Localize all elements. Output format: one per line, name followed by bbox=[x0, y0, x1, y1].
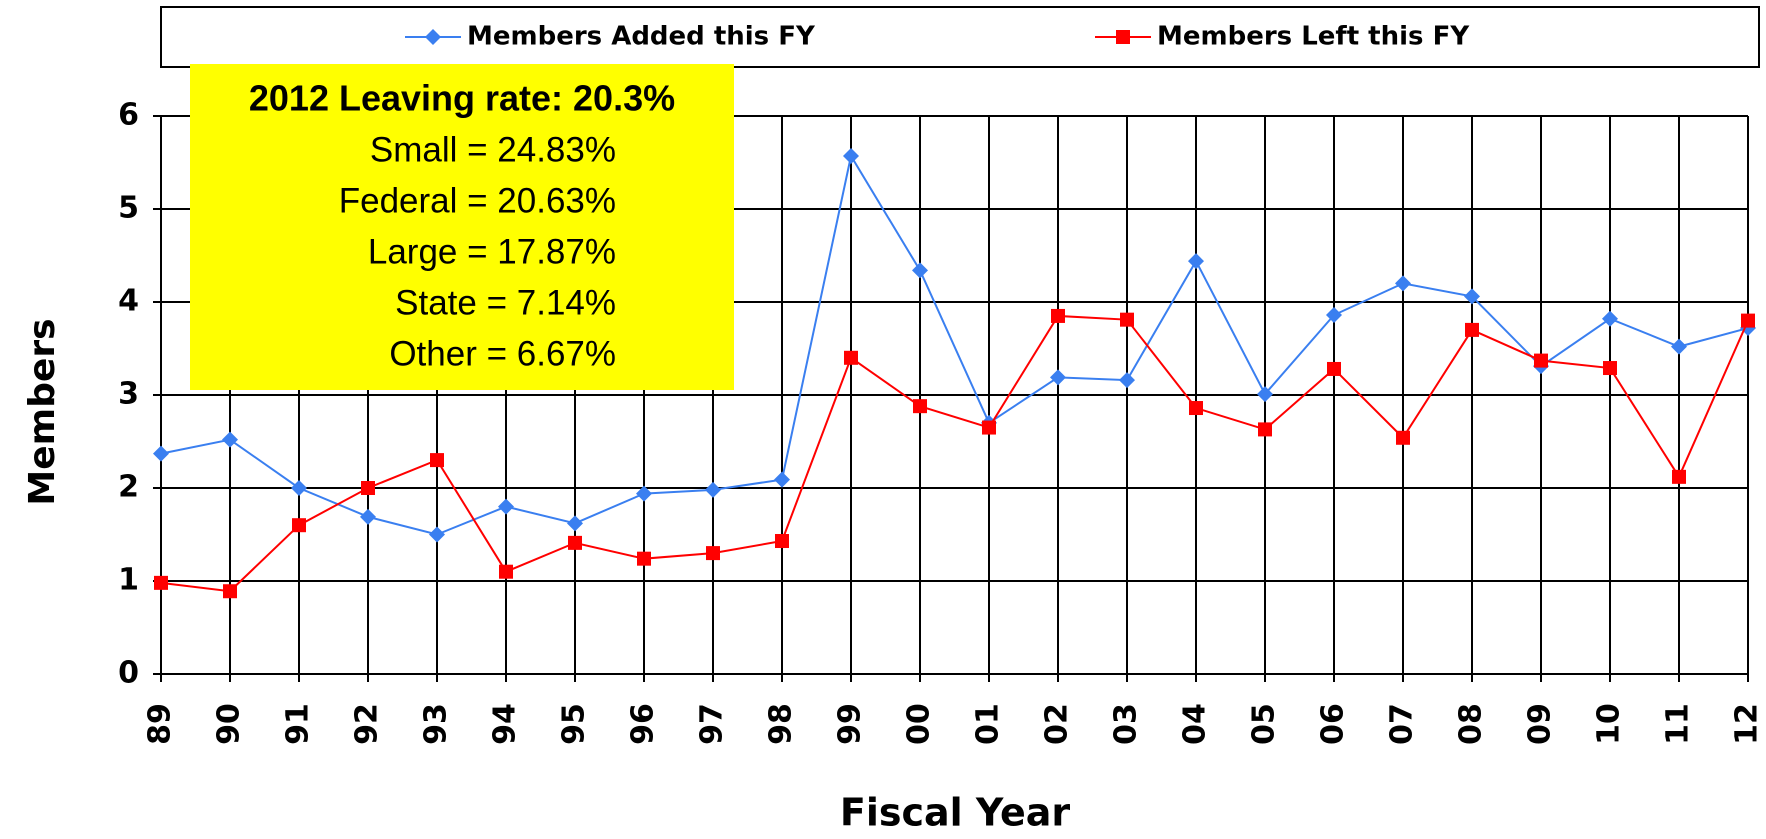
y-tick-label: 1 bbox=[118, 563, 139, 598]
series-line bbox=[160, 153, 1749, 536]
point bbox=[1396, 430, 1410, 445]
annotation-line: Small = 24.83% bbox=[370, 130, 616, 169]
x-tick-label: 89 bbox=[143, 703, 178, 745]
point bbox=[775, 534, 789, 549]
x-tick-label: 93 bbox=[419, 703, 454, 745]
point bbox=[912, 262, 928, 279]
point bbox=[1741, 313, 1755, 328]
x-tick-label: 05 bbox=[1247, 703, 1282, 745]
annotation-line: Federal = 20.63% bbox=[339, 181, 616, 220]
point bbox=[291, 480, 307, 496]
point bbox=[1465, 322, 1479, 337]
x-tick-label: 95 bbox=[557, 703, 592, 745]
point bbox=[1119, 372, 1135, 389]
y-tick-label: 4 bbox=[118, 284, 139, 319]
point bbox=[913, 399, 927, 414]
annotation-line: Large = 17.87% bbox=[368, 232, 616, 271]
x-tick-label: 09 bbox=[1523, 703, 1558, 745]
point bbox=[843, 147, 859, 164]
point bbox=[223, 584, 237, 599]
x-tick-label: 96 bbox=[626, 703, 661, 745]
point bbox=[292, 518, 306, 533]
annotation-line: State = 7.14% bbox=[395, 283, 616, 322]
point bbox=[774, 471, 790, 488]
y-tick-label: 0 bbox=[118, 656, 139, 691]
x-tick-label: 97 bbox=[695, 703, 730, 745]
x-tick-label: 04 bbox=[1178, 703, 1213, 745]
y-tick-label: 2 bbox=[118, 470, 139, 505]
point bbox=[222, 431, 238, 448]
y-tick-label: 5 bbox=[118, 191, 139, 226]
point bbox=[844, 350, 858, 365]
point bbox=[1602, 310, 1618, 327]
y-tick-label: 6 bbox=[118, 98, 139, 133]
x-tick-label: 94 bbox=[488, 703, 523, 745]
point bbox=[429, 526, 445, 543]
point bbox=[1464, 288, 1480, 305]
point bbox=[153, 445, 169, 462]
annotation-title: 2012 Leaving rate: 20.3% bbox=[249, 78, 675, 119]
point bbox=[1327, 361, 1341, 376]
point bbox=[1051, 308, 1065, 323]
point bbox=[1258, 422, 1272, 437]
x-tick-label: 11 bbox=[1661, 703, 1696, 745]
legend-label: Members Left this FY bbox=[1157, 22, 1470, 52]
x-tick-label: 98 bbox=[764, 703, 799, 745]
y-axis-title: Members bbox=[22, 318, 63, 505]
point bbox=[498, 498, 514, 515]
point bbox=[1671, 338, 1687, 355]
x-tick-label: 99 bbox=[833, 703, 868, 745]
point bbox=[1188, 253, 1204, 270]
point bbox=[705, 481, 721, 498]
point bbox=[1326, 307, 1342, 324]
point bbox=[1672, 469, 1686, 484]
point bbox=[499, 564, 513, 579]
point bbox=[1050, 369, 1066, 386]
x-tick-label: 02 bbox=[1040, 703, 1075, 745]
point bbox=[637, 551, 651, 566]
x-tick-label: 90 bbox=[212, 703, 247, 745]
x-axis-title: Fiscal Year bbox=[840, 791, 1070, 835]
legend-label: Members Added this FY bbox=[467, 22, 816, 52]
legend-marker bbox=[1116, 30, 1130, 44]
legend-box bbox=[160, 6, 1760, 68]
x-tick-label: 06 bbox=[1316, 703, 1351, 745]
point bbox=[1257, 386, 1273, 403]
point bbox=[154, 575, 168, 590]
point bbox=[982, 420, 996, 435]
point bbox=[706, 546, 720, 561]
point bbox=[1189, 401, 1203, 416]
x-tick-label: 92 bbox=[350, 703, 385, 745]
x-tick-label: 08 bbox=[1454, 703, 1489, 745]
point bbox=[1120, 312, 1134, 327]
point bbox=[1395, 275, 1411, 292]
x-tick-label: 12 bbox=[1730, 703, 1765, 745]
x-tick-label: 00 bbox=[902, 703, 937, 745]
point bbox=[360, 508, 376, 525]
x-tick-label: 91 bbox=[281, 703, 316, 745]
x-tick-label: 07 bbox=[1385, 703, 1420, 745]
point bbox=[567, 515, 583, 532]
point bbox=[1603, 361, 1617, 376]
point bbox=[430, 453, 444, 468]
series-line bbox=[160, 314, 1749, 593]
point bbox=[636, 485, 652, 502]
point bbox=[361, 481, 375, 495]
legend-marker bbox=[425, 29, 441, 45]
point bbox=[568, 535, 582, 550]
point bbox=[1534, 353, 1548, 368]
y-tick-label: 3 bbox=[118, 377, 139, 412]
x-tick-label: 10 bbox=[1592, 703, 1627, 745]
x-tick-label: 01 bbox=[971, 703, 1006, 745]
annotation-line: Other = 6.67% bbox=[389, 334, 616, 373]
annotation-box bbox=[190, 64, 734, 390]
x-tick-label: 03 bbox=[1109, 703, 1144, 745]
